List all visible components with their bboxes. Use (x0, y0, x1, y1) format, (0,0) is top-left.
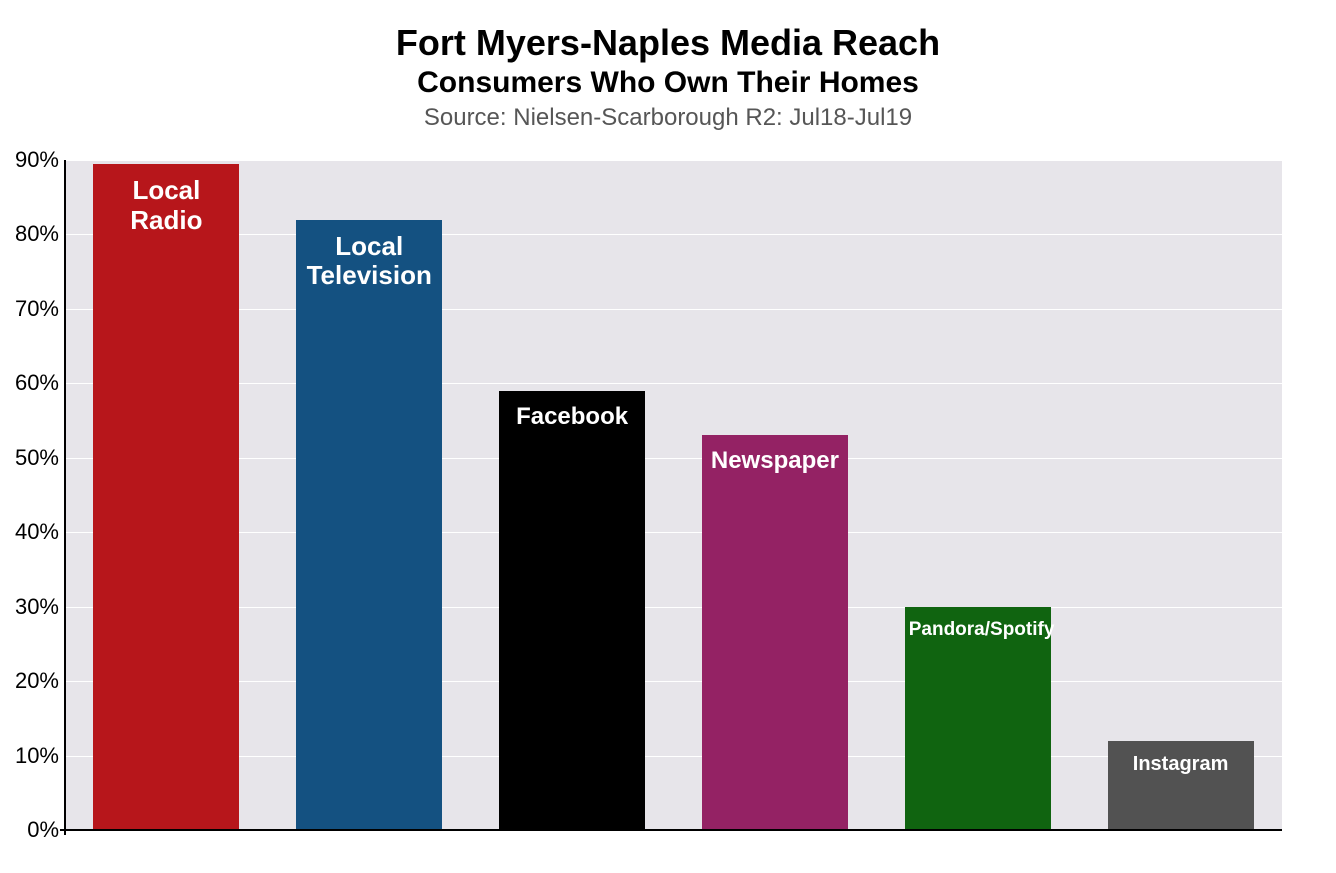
y-axis-line (64, 160, 66, 835)
bar: Newspaper (702, 435, 848, 830)
chart-subtitle: Consumers Who Own Their Homes (0, 66, 1336, 100)
y-tick-label: 70% (1, 296, 59, 322)
bar-label: Facebook (499, 403, 645, 431)
bar: Facebook (499, 391, 645, 830)
plot-area: 0%10%20%30%40%50%60%70%80%90% LocalRadio… (65, 160, 1282, 830)
bar-label: Instagram (1108, 753, 1254, 776)
y-tick-label: 30% (1, 594, 59, 620)
bar: Pandora/Spotify (905, 607, 1051, 830)
y-tick-label: 50% (1, 445, 59, 471)
y-tick-label: 90% (1, 147, 59, 173)
bar: LocalRadio (93, 164, 239, 830)
bar: LocalTelevision (296, 220, 442, 830)
chart-source: Source: Nielsen-Scarborough R2: Jul18-Ju… (0, 104, 1336, 132)
bar-label: Pandora/Spotify (905, 619, 1051, 641)
chart-title-block: Fort Myers-Naples Media Reach Consumers … (0, 22, 1336, 132)
media-reach-chart: Fort Myers-Naples Media Reach Consumers … (0, 0, 1336, 873)
y-tick-label: 0% (1, 817, 59, 843)
bar-label: LocalTelevision (296, 232, 442, 292)
y-tick-label: 60% (1, 370, 59, 396)
y-tick-label: 40% (1, 519, 59, 545)
chart-title: Fort Myers-Naples Media Reach (0, 22, 1336, 64)
y-tick-label: 20% (1, 668, 59, 694)
x-axis-line (60, 829, 1282, 831)
bar-label: Newspaper (702, 447, 848, 475)
y-tick-label: 10% (1, 743, 59, 769)
bar: Instagram (1108, 741, 1254, 830)
bar-label: LocalRadio (93, 176, 239, 236)
bars-container: LocalRadio LocalTelevision Facebook Newspap… (65, 160, 1282, 830)
y-tick-label: 80% (1, 221, 59, 247)
